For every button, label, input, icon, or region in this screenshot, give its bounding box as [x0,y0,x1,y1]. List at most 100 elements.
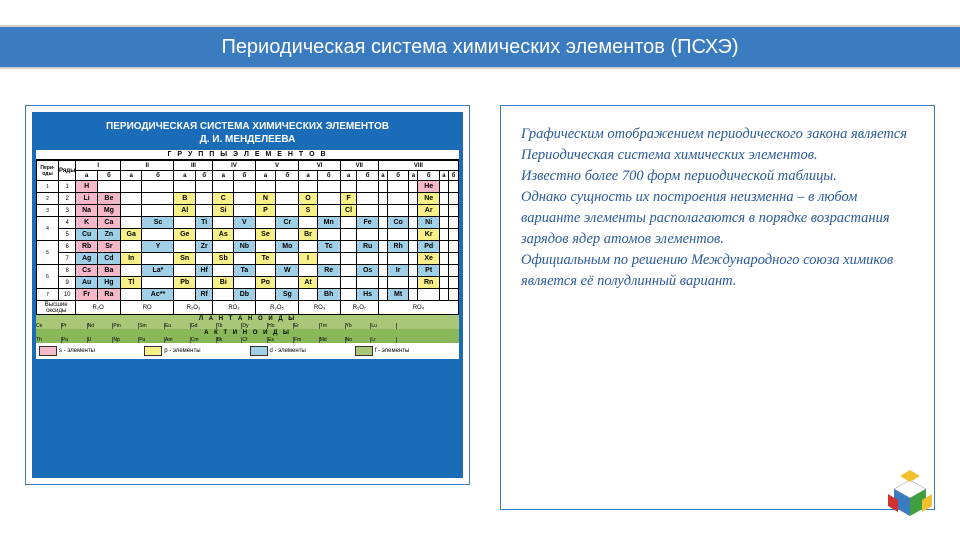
element-cell [409,229,418,241]
element-cell: Br [299,229,317,241]
group-header-cell: IV [213,161,255,171]
element-cell: Y [142,241,174,253]
sub-a: а [76,171,98,181]
actinide-cell: Md [320,337,346,343]
element-cell [409,289,418,301]
element-cell: Xe [418,253,440,265]
legend-swatch [39,346,57,356]
element-cell [195,193,212,205]
legend-swatch [355,346,373,356]
element-cell: Rn [418,277,440,289]
element-cell: Pt [418,265,440,277]
element-cell: Sn [174,253,196,265]
sub-a: а [255,171,276,181]
lanthanide-cell: Pr [62,323,88,329]
element-cell [299,181,317,193]
row-num-cell: 6 [59,241,76,253]
element-cell [357,277,379,289]
element-cell [213,181,234,193]
oxide-cell: R₂O [76,301,121,315]
element-cell [195,205,212,217]
element-cell: Rf [195,289,212,301]
element-cell [276,181,299,193]
sub-a: а [213,171,234,181]
element-cell: Ag [76,253,98,265]
period-cell: 2 [37,193,59,205]
ptable-title-1: ПЕРИОДИЧЕСКАЯ СИСТЕМА ХИМИЧЕСКИХ ЭЛЕМЕНТ… [106,121,389,132]
element-cell: S [299,205,317,217]
element-cell [387,253,409,265]
element-cell [378,289,387,301]
element-cell: Bi [213,277,234,289]
lanthanide-cell: Ho [268,323,294,329]
group-header-cell: VIII [378,161,458,171]
element-cell [439,265,448,277]
element-cell: Ca [97,217,120,229]
element-cell [409,181,418,193]
element-cell [299,241,317,253]
element-cell: N [255,193,276,205]
element-cell [439,289,448,301]
element-cell: Cu [76,229,98,241]
element-cell [357,193,379,205]
sub-b: б [195,171,212,181]
element-cell [340,229,357,241]
actinide-label: А К Т И Н О И Д Ы [36,329,459,337]
element-cell: As [213,229,234,241]
element-cell [174,181,196,193]
element-cell [378,229,387,241]
period-cell: 7 [37,289,59,301]
lanthanide-cell: Tm [320,323,346,329]
legend-item: р - элементы [144,346,245,356]
element-cell: Mo [276,241,299,253]
element-cell [174,241,196,253]
element-cell [418,289,440,301]
element-cell: Ba [97,265,120,277]
element-cell [448,205,458,217]
element-cell [142,181,174,193]
element-cell: Be [97,193,120,205]
lanthanide-label: Л А Н Т А Н О И Д Ы [36,315,459,323]
element-cell [317,277,340,289]
element-cell [255,181,276,193]
element-cell: Sr [97,241,120,253]
element-cell [448,241,458,253]
element-cell: Ac** [142,289,174,301]
element-cell: Re [317,265,340,277]
element-cell [97,181,120,193]
actinide-cell: Np [113,337,139,343]
element-cell: Db [234,289,256,301]
element-cell [439,241,448,253]
element-cell: Si [213,205,234,217]
element-cell: Ge [174,229,196,241]
element-cell: Pd [418,241,440,253]
element-cell: Sg [276,289,299,301]
group-header-cell: VI [299,161,340,171]
sub-b: б [234,171,256,181]
element-cell [255,265,276,277]
element-cell: Ne [418,193,440,205]
row-num-cell: 1 [59,181,76,193]
element-cell [448,253,458,265]
element-cell: Hs [357,289,379,301]
actinide-cell: Pu [139,337,165,343]
lanthanide-cell: Nd [88,323,114,329]
element-cell [340,217,357,229]
element-cell: Ru [357,241,379,253]
row-num-cell: 9 [59,277,76,289]
element-cell [439,217,448,229]
element-cell: W [276,265,299,277]
element-cell [439,193,448,205]
element-cell: Mn [317,217,340,229]
element-cell [448,289,458,301]
row-num-cell: 3 [59,205,76,217]
element-cell [120,217,142,229]
element-cell: Cs [76,265,98,277]
element-cell [357,253,379,265]
group-header: Г Р У П П Ы Э Л Е М Е Н Т О В [36,150,459,160]
element-cell [234,253,256,265]
legend-label: f - элементы [375,348,410,354]
element-cell: Po [255,277,276,289]
oxide-cell: RO [120,301,174,315]
element-cell: Ti [195,217,212,229]
